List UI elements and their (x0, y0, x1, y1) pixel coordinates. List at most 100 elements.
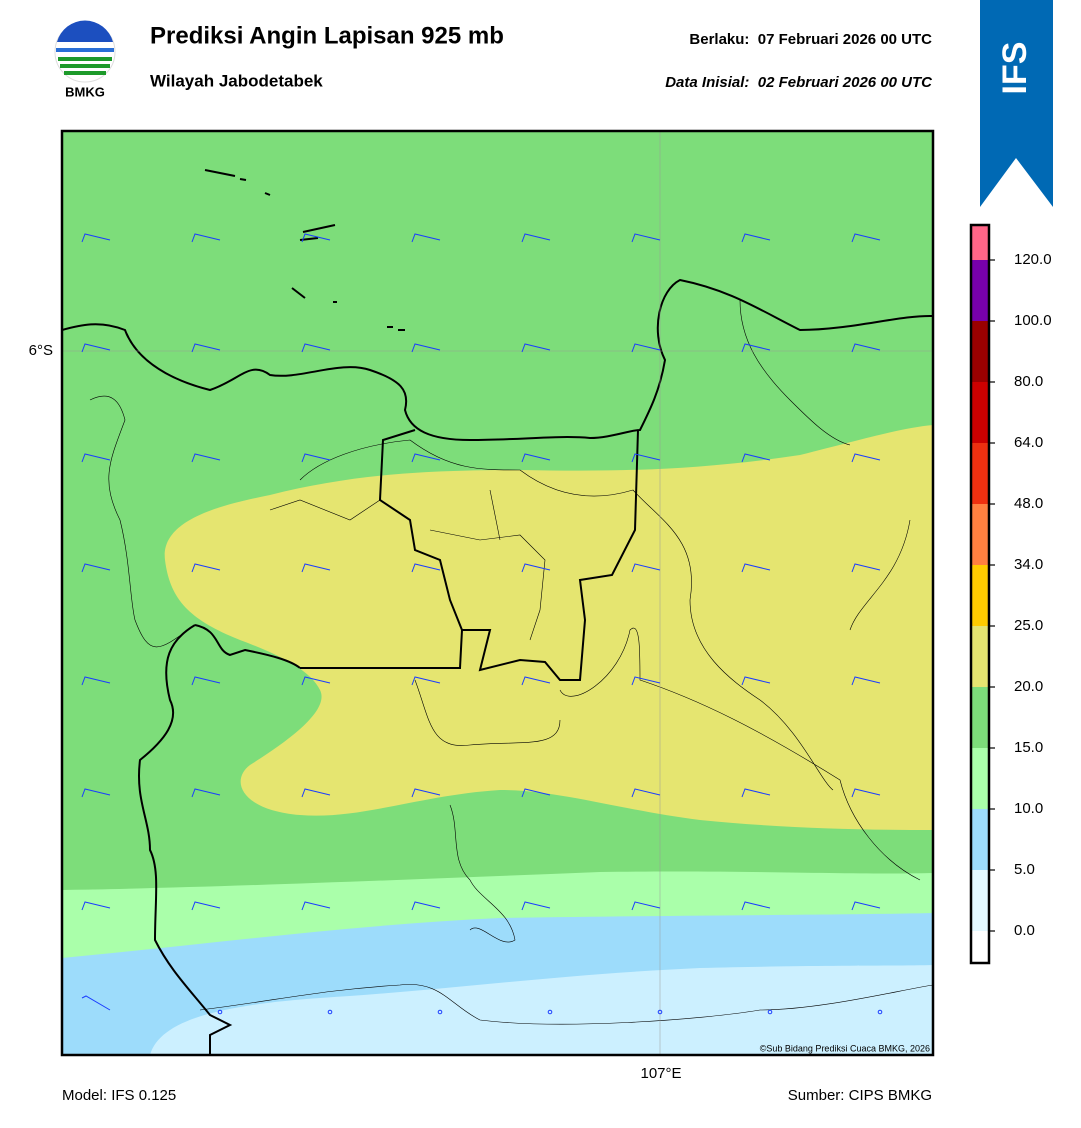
colorbar-tick-label: 120.0 (1014, 251, 1052, 268)
lat-label: 6°S (29, 342, 53, 359)
map: ©Sub Bidang Prediksi Cuaca BMKG, 2026 (62, 131, 933, 1055)
footer-source: Sumber: CIPS BMKG (788, 1087, 932, 1104)
colorbar-tick-label: 10.0 (1014, 800, 1043, 817)
wind-barb (301, 453, 331, 463)
wind-barb (851, 563, 881, 573)
init-time: Data Inisial: 02 Februari 2026 00 UTC (665, 74, 933, 91)
colorbar-segment (971, 748, 989, 809)
badge (980, 0, 1053, 207)
wind-barb (741, 676, 771, 686)
calm-marker (437, 1009, 443, 1015)
colorbar-segment (971, 225, 989, 260)
wind-barb (521, 901, 551, 911)
colorbar-segment (971, 321, 989, 382)
wind-barb (851, 901, 881, 911)
colorbar-segment (971, 809, 989, 870)
colorbar-tick-label: 64.0 (1014, 434, 1043, 451)
wind-barb (411, 676, 441, 686)
lon-label: 107°E (640, 1065, 681, 1082)
wind-barb (521, 343, 551, 353)
wind-barb (631, 453, 661, 463)
wind-barb (411, 233, 441, 243)
subtitle: Wilayah Jabodetabek (150, 71, 323, 90)
footer-model: Model: IFS 0.125 (62, 1087, 176, 1104)
colorbar-tick-label: 0.0 (1014, 922, 1035, 939)
colorbar-tick-label: 80.0 (1014, 373, 1043, 390)
wind-barb (301, 676, 331, 686)
wind-barb (301, 343, 331, 353)
calm-marker (217, 1009, 223, 1015)
wind-barb (81, 453, 111, 463)
colorbar-segment (971, 565, 989, 626)
map-frame (60, 129, 935, 1057)
wind-barb (191, 233, 221, 243)
colorbar: 0.0 5.0 10.0 15.0 20.0 25.0 34.0 48.0 64.0 80.0 10… (969, 223, 1052, 965)
badge-text: IFS (996, 42, 1034, 95)
wind-barb (521, 563, 551, 573)
wind-barb (631, 343, 661, 353)
wind-barb (851, 233, 881, 243)
colorbar-segment (971, 504, 989, 565)
wind-barb (301, 563, 331, 573)
wind-barb (851, 453, 881, 463)
wind-barb (631, 676, 661, 686)
colorbar-segment (971, 382, 989, 443)
calm-marker (877, 1009, 883, 1015)
wind-barb (191, 453, 221, 463)
colorbar-segment (971, 931, 989, 963)
wind-barb (741, 788, 771, 798)
wind-barb (411, 453, 441, 463)
title: Prediksi Angin Lapisan 925 mb (150, 22, 504, 49)
wind-barb (521, 453, 551, 463)
wind-barb (631, 233, 661, 243)
wind-barb (191, 676, 221, 686)
wind-barb (81, 676, 111, 686)
wind-barb (191, 901, 221, 911)
wind-barb (631, 901, 661, 911)
wind-barb (81, 233, 111, 243)
wind-barb (301, 901, 331, 911)
wind-barb (411, 343, 441, 353)
wind-barb (631, 563, 661, 573)
wind-barb (81, 788, 111, 798)
wind-barb (741, 343, 771, 353)
colorbar-tick-label: 20.0 (1014, 678, 1043, 695)
colorbar-tick-label: 25.0 (1014, 617, 1043, 634)
colorbar-segment (971, 687, 989, 748)
wind-barb (741, 563, 771, 573)
wind-barb (81, 343, 111, 353)
wind-barb (741, 901, 771, 911)
copyright: ©Sub Bidang Prediksi Cuaca BMKG, 2026 (760, 1043, 930, 1053)
colorbar-tick-label: 34.0 (1014, 556, 1043, 573)
wind-barb (411, 788, 441, 798)
calm-marker (767, 1009, 773, 1015)
valid-time: Berlaku: 07 Februari 2026 00 UTC (689, 31, 932, 48)
colorbar-frame (969, 223, 991, 965)
wind-barb (631, 788, 661, 798)
colorbar-tick-label: 5.0 (1014, 861, 1035, 878)
colorbar-segment (971, 443, 989, 504)
wind-barb (521, 676, 551, 686)
calm-marker (327, 1009, 333, 1015)
wind-barb (81, 563, 111, 573)
calm-marker (547, 1009, 553, 1015)
wind-barb (81, 995, 111, 1011)
logo: BMKG (54, 20, 116, 99)
wind-barb (741, 233, 771, 243)
wind-barb (411, 901, 441, 911)
wind-barb (191, 343, 221, 353)
wind-barb (411, 563, 441, 573)
wind-barb (521, 233, 551, 243)
calm-marker (657, 1009, 663, 1015)
colorbar-tick-label: 100.0 (1014, 312, 1052, 329)
wind-barb (851, 343, 881, 353)
wind-barb (851, 676, 881, 686)
wind-barb (521, 788, 551, 798)
wind-barb (301, 233, 331, 243)
wind-barb (301, 788, 331, 798)
wind-barb (741, 453, 771, 463)
colorbar-segment (971, 260, 989, 321)
logo-text: BMKG (65, 84, 105, 99)
wind-barb (81, 901, 111, 911)
